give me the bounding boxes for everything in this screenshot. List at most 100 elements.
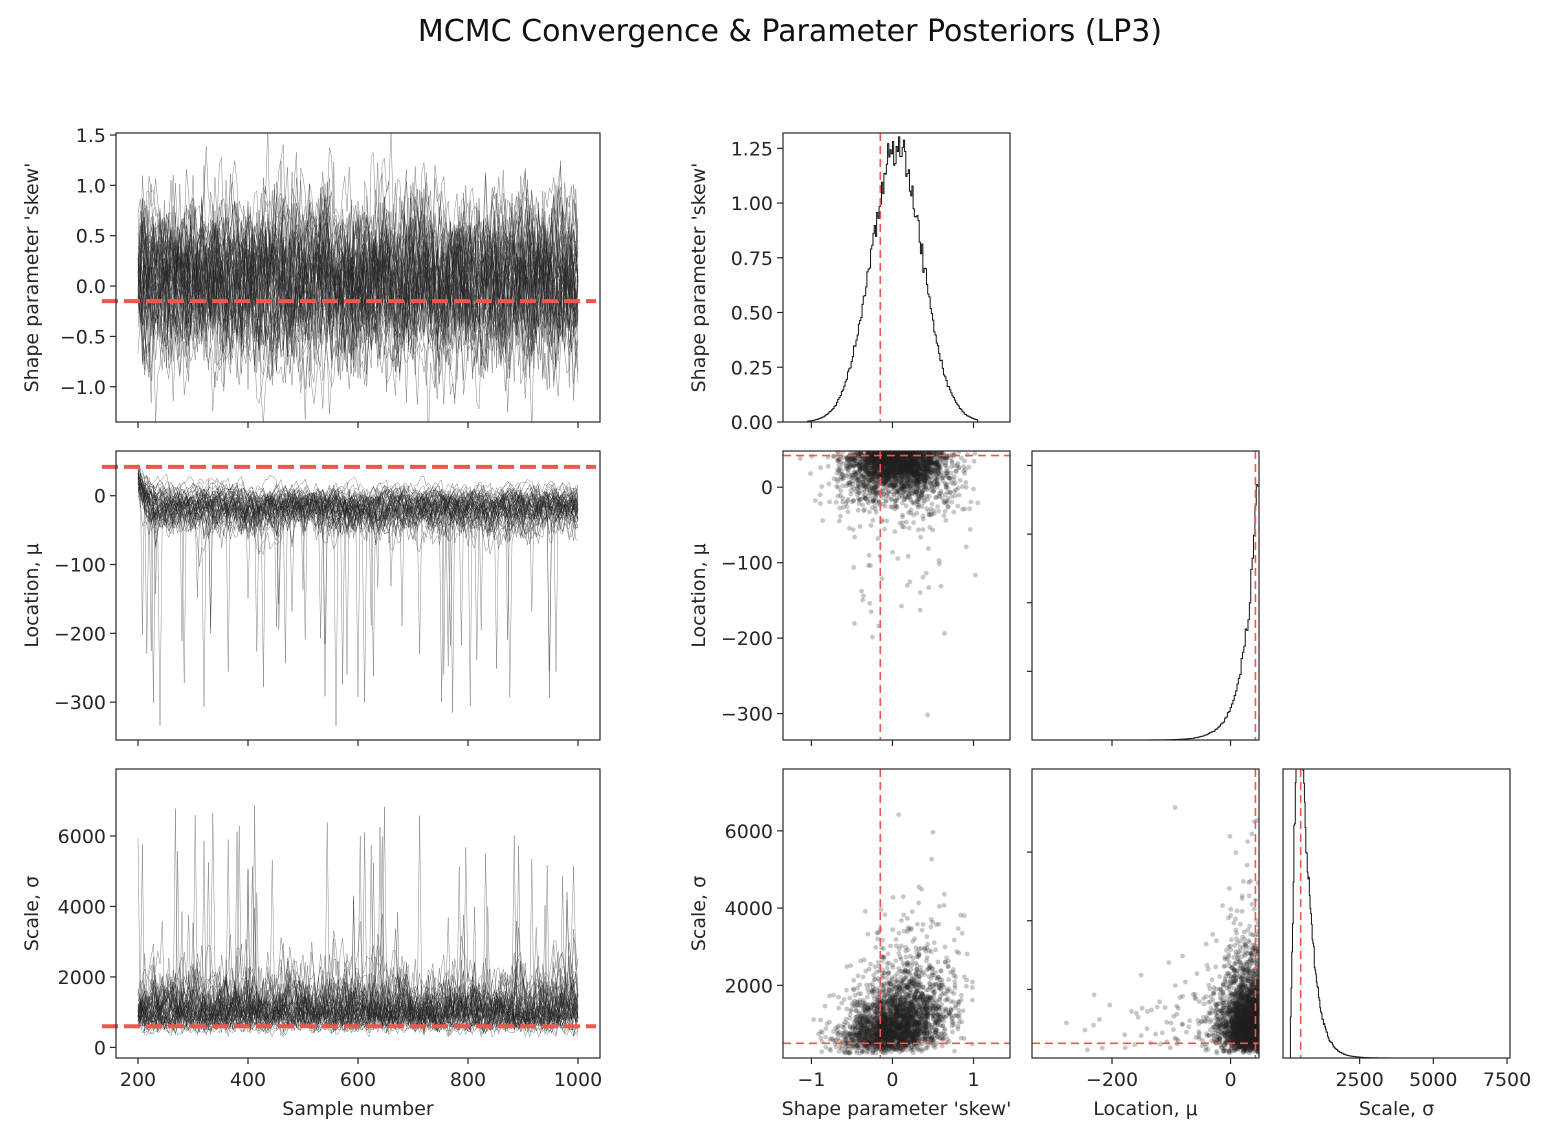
scatter_skew_loc-point: [884, 462, 890, 468]
scatter_skew_loc-point: [910, 462, 915, 468]
scatter_skew_loc-point: [872, 455, 878, 461]
scatter_skew_loc-point: [884, 457, 889, 463]
scatter_skew_loc-point: [893, 498, 898, 504]
trace_scale-chain: [137, 957, 579, 1038]
scatter_skew_loc-point: [939, 475, 945, 481]
scatter_skew_loc-point: [927, 470, 933, 475]
scatter_skew_loc-point: [953, 480, 958, 486]
scatter_skew_loc-point: [835, 451, 840, 455]
scatter_skew_scale-point: [882, 912, 888, 918]
scatter_skew_loc-point: [902, 466, 908, 471]
scatter_skew_loc-point: [909, 491, 915, 497]
scatter_skew_loc-point: [913, 471, 919, 477]
scatter_skew_loc-point: [916, 456, 922, 461]
scatter_skew_loc-point: [862, 507, 867, 512]
scatter_skew_loc-point: [943, 456, 949, 461]
scatter_skew_loc-point: [861, 483, 866, 488]
scatter_skew_loc-point: [884, 458, 889, 464]
scatter_skew_loc-point: [903, 464, 909, 470]
scatter_skew_loc-point: [863, 464, 869, 470]
scatter_skew_loc-point: [886, 456, 892, 462]
scatter_skew_loc-point: [904, 455, 909, 461]
scatter_skew_loc-point: [906, 467, 912, 473]
scatter_skew_loc-point: [852, 468, 858, 474]
scatter_skew_loc-point: [871, 451, 877, 455]
scatter_skew_loc-point: [912, 451, 917, 455]
scatter_skew_loc-point: [844, 458, 850, 464]
scatter_skew_loc-point: [911, 460, 916, 466]
scatter_skew_loc-point: [897, 486, 903, 492]
scatter_skew_loc-point: [923, 483, 928, 489]
scatter_skew_loc-point: [871, 487, 876, 493]
scatter_skew_loc-point: [896, 478, 901, 484]
scatter_skew_loc-point: [893, 503, 898, 509]
scatter_skew_loc-point: [858, 480, 863, 485]
scatter_skew_loc-point: [872, 468, 878, 474]
scatter_skew_loc-point: [898, 456, 903, 462]
scatter_skew_loc-point: [873, 458, 879, 464]
scatter_skew_loc-point: [892, 472, 898, 478]
hist_loc-panel: [1027, 450, 1260, 746]
scatter_skew_loc-point: [898, 459, 904, 464]
scatter_skew_loc-point: [971, 486, 976, 492]
scatter_skew_loc-point: [885, 451, 890, 454]
scatter_skew_loc-point: [878, 471, 884, 477]
scatter_skew_loc-point: [869, 458, 874, 463]
scatter_skew_loc-point: [891, 492, 897, 498]
scatter_skew_loc-point: [934, 451, 940, 454]
scatter_skew_loc-point: [895, 476, 901, 481]
scatter_skew_loc-point: [852, 534, 857, 540]
scatter_skew_loc-point: [880, 501, 886, 507]
scatter_skew_loc-point: [891, 451, 897, 454]
scatter_skew_loc-point: [884, 471, 889, 477]
scatter_skew_loc-point: [863, 456, 869, 462]
scatter_skew_loc-point: [883, 475, 889, 481]
scatter_skew_loc-point: [941, 513, 947, 519]
scatter_skew_loc-point: [908, 458, 913, 464]
scatter_skew_loc-point: [867, 472, 872, 478]
scatter_skew_loc-point: [956, 465, 961, 471]
scatter_skew_loc-point: [899, 462, 905, 467]
scatter_skew_loc-point: [871, 451, 877, 454]
scatter_skew_loc-point: [872, 456, 877, 462]
scatter_skew_loc-point: [898, 461, 904, 466]
scatter_skew_loc-point: [871, 485, 877, 491]
scatter_skew_loc-point: [894, 504, 900, 509]
scatter_skew_loc-point: [926, 458, 932, 464]
scatter_skew_loc-point: [951, 481, 956, 487]
scatter_skew_loc-point: [946, 475, 951, 481]
scatter_skew_loc-point: [871, 470, 877, 476]
scatter_skew_loc-point: [923, 460, 929, 465]
scatter_skew_loc-point: [919, 473, 925, 479]
scatter_skew_loc-point: [895, 457, 901, 463]
scatter_skew_loc-point: [871, 464, 877, 470]
scatter_skew_loc-point: [890, 460, 896, 466]
scatter_skew_loc-point: [909, 478, 914, 483]
scatter_skew_loc-point: [889, 456, 895, 462]
scatter_skew_loc-point: [937, 457, 942, 463]
scatter_skew_loc-point: [846, 464, 851, 469]
scatter_skew_loc-point: [852, 463, 858, 469]
scatter_skew_loc-point: [937, 464, 943, 470]
trace_loc-ylabel: Location, μ: [21, 543, 43, 648]
scatter_skew_loc-point: [897, 462, 903, 468]
scatter_skew_loc-point: [926, 512, 932, 517]
scatter_skew_loc-point: [870, 459, 876, 464]
scatter_skew_scale-point: [907, 953, 913, 959]
scatter_skew_loc-point: [907, 451, 912, 456]
scatter_skew_loc-point: [899, 469, 905, 475]
scatter_skew_loc-point: [913, 457, 919, 463]
scatter_skew_loc-point: [893, 451, 899, 455]
scatter_skew_loc-point: [918, 472, 923, 477]
scatter_skew_loc-point: [911, 470, 917, 475]
scatter_skew_loc-point: [893, 470, 898, 476]
scatter_skew_loc-point: [908, 466, 913, 471]
scatter_skew_loc-point: [853, 470, 858, 476]
scatter_skew_loc-point: [907, 451, 913, 455]
scatter_skew_loc-point: [923, 472, 928, 477]
scatter_skew_loc-point: [849, 456, 855, 462]
scatter_skew_loc-point: [850, 481, 856, 487]
trace_scale-xtick-label: 600: [340, 1069, 376, 1091]
scatter_skew_loc-point: [939, 451, 945, 454]
